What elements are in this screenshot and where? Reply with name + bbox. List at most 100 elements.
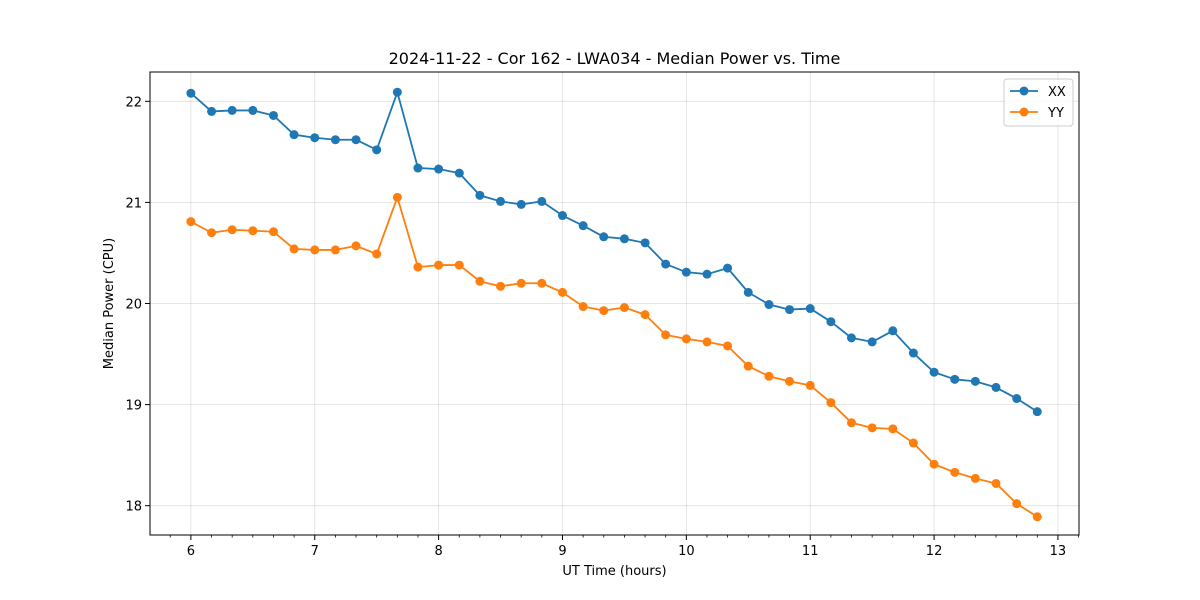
data-point-xx — [867, 337, 877, 347]
legend-label-xx: XX — [1048, 85, 1066, 100]
data-point-yy — [681, 334, 691, 344]
data-point-yy — [826, 398, 836, 408]
data-point-yy — [372, 249, 382, 259]
data-point-xx — [826, 317, 836, 327]
legend-marker-xx — [1019, 86, 1029, 96]
data-point-xx — [599, 232, 609, 242]
series-xx — [186, 87, 1042, 417]
data-point-yy — [619, 303, 629, 313]
x-tick-label: 13 — [1050, 544, 1067, 559]
data-point-yy — [516, 278, 526, 288]
data-point-yy — [1032, 512, 1042, 522]
x-tick-label: 10 — [678, 544, 695, 559]
data-point-xx — [330, 135, 340, 145]
data-point-xx — [681, 267, 691, 277]
data-point-yy — [702, 337, 712, 347]
data-point-yy — [846, 418, 856, 428]
data-point-yy — [413, 262, 423, 272]
y-axis-label: Median Power (CPU) — [102, 238, 117, 369]
data-point-yy — [351, 241, 361, 251]
data-point-yy — [723, 341, 733, 351]
data-point-yy — [661, 330, 671, 340]
data-point-yy — [640, 310, 650, 320]
data-point-yy — [950, 467, 960, 477]
data-point-xx — [908, 348, 918, 358]
data-point-yy — [434, 260, 444, 270]
data-point-xx — [557, 211, 567, 221]
data-point-xx — [434, 164, 444, 174]
x-tick-label: 8 — [434, 544, 442, 559]
data-point-yy — [496, 281, 506, 291]
data-point-yy — [227, 225, 237, 235]
data-point-xx — [640, 238, 650, 248]
data-point-xx — [413, 163, 423, 173]
data-point-xx — [846, 333, 856, 343]
data-point-xx — [929, 367, 939, 377]
y-tick-label: 20 — [125, 298, 142, 313]
data-point-xx — [516, 199, 526, 209]
grid — [150, 72, 1079, 535]
data-point-yy — [743, 361, 753, 371]
data-point-xx — [496, 196, 506, 206]
x-tick-label: 12 — [926, 544, 943, 559]
data-point-xx — [475, 190, 485, 200]
data-point-xx — [454, 168, 464, 178]
data-point-yy — [1012, 499, 1022, 509]
data-point-xx — [785, 305, 795, 315]
data-point-yy — [248, 226, 258, 236]
data-point-xx — [1012, 394, 1022, 404]
data-point-xx — [702, 269, 712, 279]
x-axis-label: UT Time (hours) — [562, 564, 666, 579]
data-point-yy — [785, 376, 795, 386]
data-point-yy — [186, 217, 196, 227]
data-point-xx — [1032, 407, 1042, 417]
series-yy — [186, 192, 1042, 522]
data-point-xx — [372, 145, 382, 155]
data-point-xx — [805, 304, 815, 314]
data-point-yy — [557, 287, 567, 297]
data-point-yy — [392, 192, 402, 202]
data-point-xx — [207, 106, 217, 116]
y-tick-label: 21 — [125, 196, 142, 211]
legend-marker-yy — [1019, 107, 1029, 117]
data-point-yy — [475, 276, 485, 286]
legend-label-yy: YY — [1047, 106, 1064, 121]
data-point-xx — [392, 87, 402, 97]
data-point-yy — [310, 245, 320, 255]
data-point-xx — [661, 259, 671, 269]
x-tick-label: 7 — [311, 544, 319, 559]
data-point-yy — [970, 473, 980, 483]
data-point-xx — [268, 110, 278, 120]
data-point-xx — [619, 234, 629, 244]
y-tick-label: 19 — [125, 399, 142, 414]
data-point-yy — [268, 227, 278, 237]
data-point-xx — [289, 130, 299, 140]
data-point-xx — [351, 135, 361, 145]
data-point-xx — [186, 88, 196, 98]
x-tick-label: 9 — [558, 544, 566, 559]
y-tick-label: 18 — [125, 500, 142, 515]
data-point-xx — [578, 221, 588, 231]
data-point-xx — [764, 300, 774, 310]
data-point-yy — [207, 228, 217, 238]
data-point-yy — [888, 424, 898, 434]
chart-title: 2024-11-22 - Cor 162 - LWA034 - Median P… — [389, 49, 841, 68]
data-point-yy — [991, 478, 1001, 488]
data-point-yy — [599, 306, 609, 316]
data-point-xx — [248, 105, 258, 115]
x-tick-label: 6 — [187, 544, 195, 559]
data-point-xx — [888, 326, 898, 336]
data-point-xx — [743, 287, 753, 297]
x-tick-label: 11 — [802, 544, 819, 559]
data-point-xx — [991, 382, 1001, 392]
data-point-yy — [929, 459, 939, 469]
data-point-yy — [908, 438, 918, 448]
data-point-yy — [578, 302, 588, 312]
data-point-xx — [970, 376, 980, 386]
data-point-xx — [950, 374, 960, 384]
data-point-yy — [867, 423, 877, 433]
data-point-yy — [289, 244, 299, 254]
data-point-xx — [537, 196, 547, 206]
data-point-xx — [310, 133, 320, 143]
